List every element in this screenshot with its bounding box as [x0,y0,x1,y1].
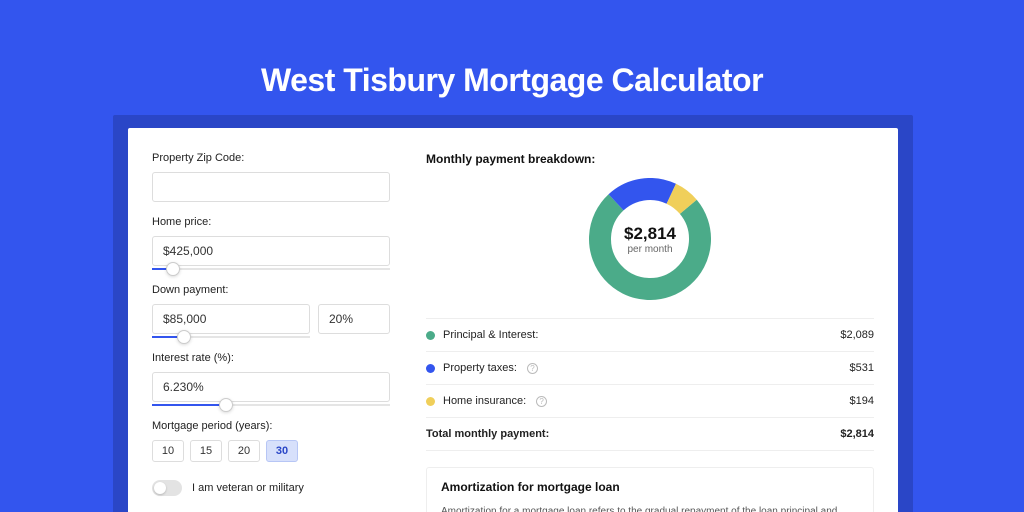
down-payment-slider[interactable] [152,336,310,338]
amortization-card: Amortization for mortgage loan Amortizat… [426,467,874,512]
donut-wrap: $2,814 per month [426,178,874,300]
breakdown-title: Monthly payment breakdown: [426,152,874,166]
info-icon[interactable]: ? [536,396,547,407]
down-payment-label: Down payment: [152,284,408,296]
home-price-input[interactable] [152,236,390,266]
legend-dot-icon [426,397,435,406]
legend-label: Property taxes: [443,362,517,374]
home-price-label: Home price: [152,216,408,228]
zip-field-block: Property Zip Code: [152,152,408,202]
interest-rate-block: Interest rate (%): [152,352,408,406]
veteran-row: I am veteran or military [152,480,408,496]
legend-row: Principal & Interest: $2,089 [426,319,874,352]
donut-sub: per month [627,244,672,255]
legend-label: Home insurance: [443,395,526,407]
legend-value: $531 [850,362,874,374]
breakdown-legend: Principal & Interest: $2,089 Property taxe… [426,318,874,451]
period-block: Mortgage period (years): 10 15 20 30 [152,420,408,462]
form-column: Property Zip Code: Home price: Down paym… [128,128,408,512]
home-price-block: Home price: [152,216,408,270]
legend-value: $2,089 [840,329,874,341]
page-background: West Tisbury Mortgage Calculator Propert… [0,0,1024,512]
amortization-title: Amortization for mortgage loan [441,480,859,494]
down-payment-slider-thumb[interactable] [177,330,191,344]
home-price-slider-thumb[interactable] [166,262,180,276]
interest-rate-input[interactable] [152,372,390,402]
veteran-label: I am veteran or military [192,482,304,494]
legend-row: Property taxes:? $531 [426,352,874,385]
interest-rate-slider[interactable] [152,404,390,406]
legend-label: Principal & Interest: [443,329,538,341]
zip-input[interactable] [152,172,390,202]
period-option-10[interactable]: 10 [152,440,184,462]
total-value: $2,814 [840,428,874,440]
period-label: Mortgage period (years): [152,420,408,432]
legend-dot-icon [426,331,435,340]
donut-center: $2,814 per month [589,178,711,300]
interest-rate-slider-fill [152,404,226,406]
down-payment-amount-input[interactable] [152,304,310,334]
veteran-toggle-knob [154,482,166,494]
veteran-toggle[interactable] [152,480,182,496]
breakdown-column: Monthly payment breakdown: $2,814 per mo… [408,128,898,512]
period-option-20[interactable]: 20 [228,440,260,462]
page-title: West Tisbury Mortgage Calculator [0,0,1024,99]
info-icon[interactable]: ? [527,363,538,374]
legend-value: $194 [850,395,874,407]
interest-rate-slider-thumb[interactable] [219,398,233,412]
calculator-card: Property Zip Code: Home price: Down paym… [128,128,898,512]
total-label: Total monthly payment: [426,428,549,440]
down-payment-pct-input[interactable] [318,304,390,334]
down-payment-block: Down payment: [152,284,408,338]
legend-total-row: Total monthly payment: $2,814 [426,418,874,451]
home-price-slider[interactable] [152,268,390,270]
zip-label: Property Zip Code: [152,152,408,164]
amortization-text: Amortization for a mortgage loan refers … [441,504,859,512]
legend-row: Home insurance:? $194 [426,385,874,418]
period-option-15[interactable]: 15 [190,440,222,462]
period-options: 10 15 20 30 [152,440,408,462]
period-option-30[interactable]: 30 [266,440,298,462]
interest-rate-label: Interest rate (%): [152,352,408,364]
donut-amount: $2,814 [624,224,676,244]
legend-dot-icon [426,364,435,373]
payment-donut-chart: $2,814 per month [589,178,711,300]
